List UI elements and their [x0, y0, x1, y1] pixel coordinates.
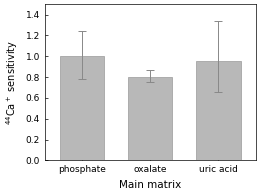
Bar: [128, 77, 172, 160]
X-axis label: Main matrix: Main matrix: [119, 180, 181, 190]
Bar: [196, 61, 241, 160]
Y-axis label: $^{44}$Ca$^+$ sensitivity: $^{44}$Ca$^+$ sensitivity: [4, 40, 20, 125]
Bar: [60, 56, 104, 160]
